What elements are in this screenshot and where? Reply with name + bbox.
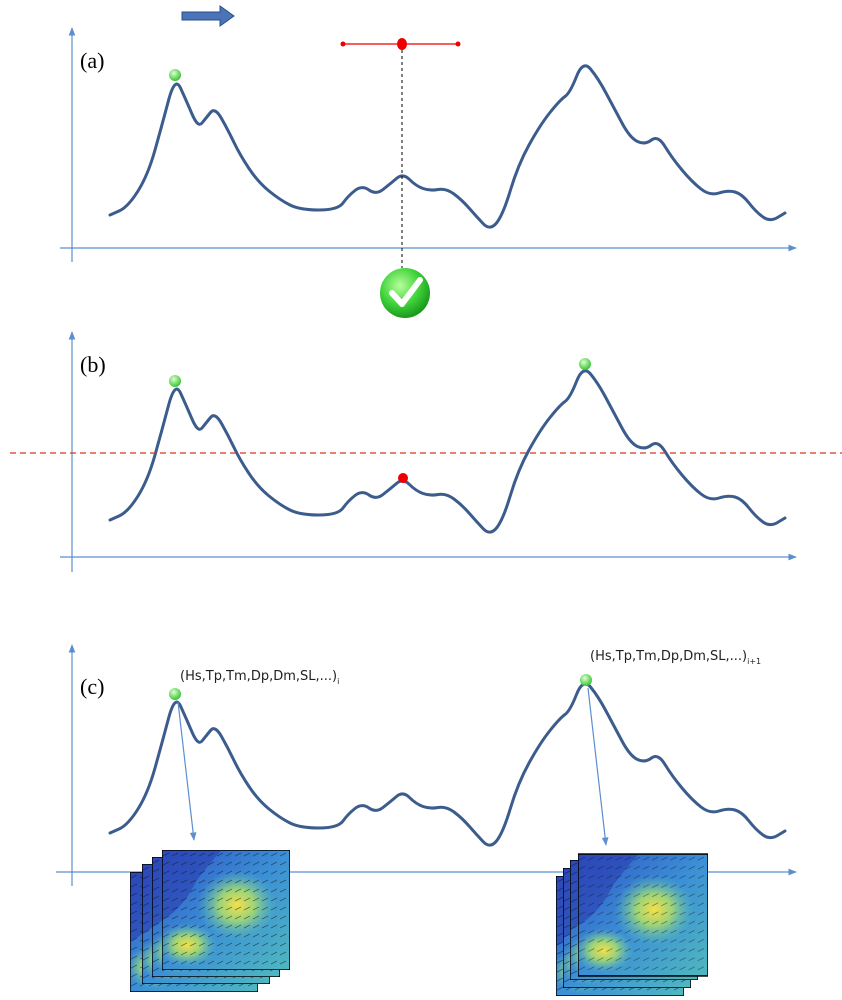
- parameter-label: (Hs,Tp,Tm,Dp,Dm,SL,...)i: [180, 669, 339, 686]
- window-center: [397, 38, 407, 50]
- parameter-subscript: i+1: [747, 657, 761, 666]
- peak-marker: [169, 688, 181, 700]
- panel-c: (c) (Hs,Tp,Tm,Dp,Dm,SL,...)i (Hs,Tp,Tm,D…: [56, 645, 796, 996]
- peak-marker: [169, 375, 181, 387]
- rejected-peak: [398, 473, 408, 483]
- panel-label: (b): [80, 352, 106, 377]
- curve: [110, 371, 785, 532]
- parameter-text: (Hs,Tp,Tm,Dp,Dm,SL,...): [180, 669, 337, 684]
- link-arrow: [588, 688, 606, 845]
- field-stack: [125, 850, 290, 992]
- panel-b: (b): [10, 332, 842, 572]
- peak-marker: [579, 358, 591, 370]
- field-map: [573, 854, 708, 976]
- field-stack: [551, 854, 708, 996]
- curve: [110, 66, 785, 227]
- direction-arrow: [182, 6, 234, 26]
- parameter-label: (Hs,Tp,Tm,Dp,Dm,SL,...)i+1: [590, 649, 761, 666]
- panel-label: (c): [80, 674, 104, 699]
- window-end: [341, 42, 346, 47]
- field-map: [157, 850, 290, 970]
- diagram: (a) (b) (c) (Hs,Tp,Tm,Dp,Dm,SL,...)i (Hs…: [0, 0, 842, 1000]
- panel-a: (a): [60, 6, 796, 318]
- panel-label: (a): [80, 48, 104, 73]
- curve: [110, 684, 785, 845]
- parameter-text: (Hs,Tp,Tm,Dp,Dm,SL,...): [590, 649, 747, 664]
- link-arrow: [178, 702, 194, 840]
- peak-marker: [169, 69, 181, 81]
- peak-marker: [580, 674, 592, 686]
- parameter-subscript: i: [337, 677, 339, 686]
- check-icon: [380, 268, 430, 318]
- window-end: [456, 42, 461, 47]
